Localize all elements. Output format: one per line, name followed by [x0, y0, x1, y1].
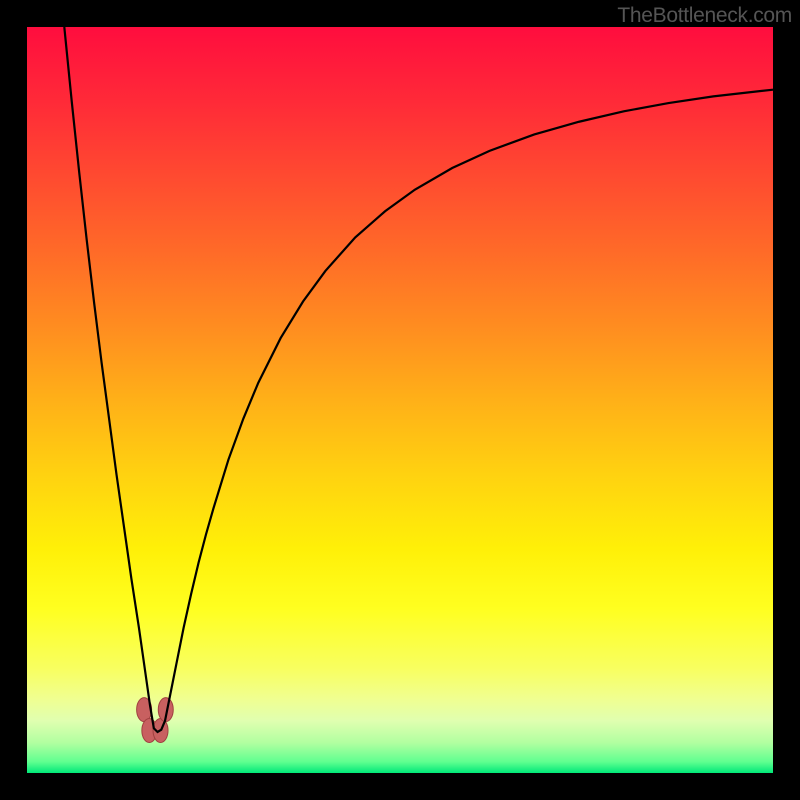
watermark-text: TheBottleneck.com [617, 4, 792, 28]
curve-line [64, 27, 773, 732]
bottleneck-curve [27, 27, 773, 773]
chart-container: TheBottleneck.com [0, 0, 800, 800]
plot-area [27, 27, 773, 773]
